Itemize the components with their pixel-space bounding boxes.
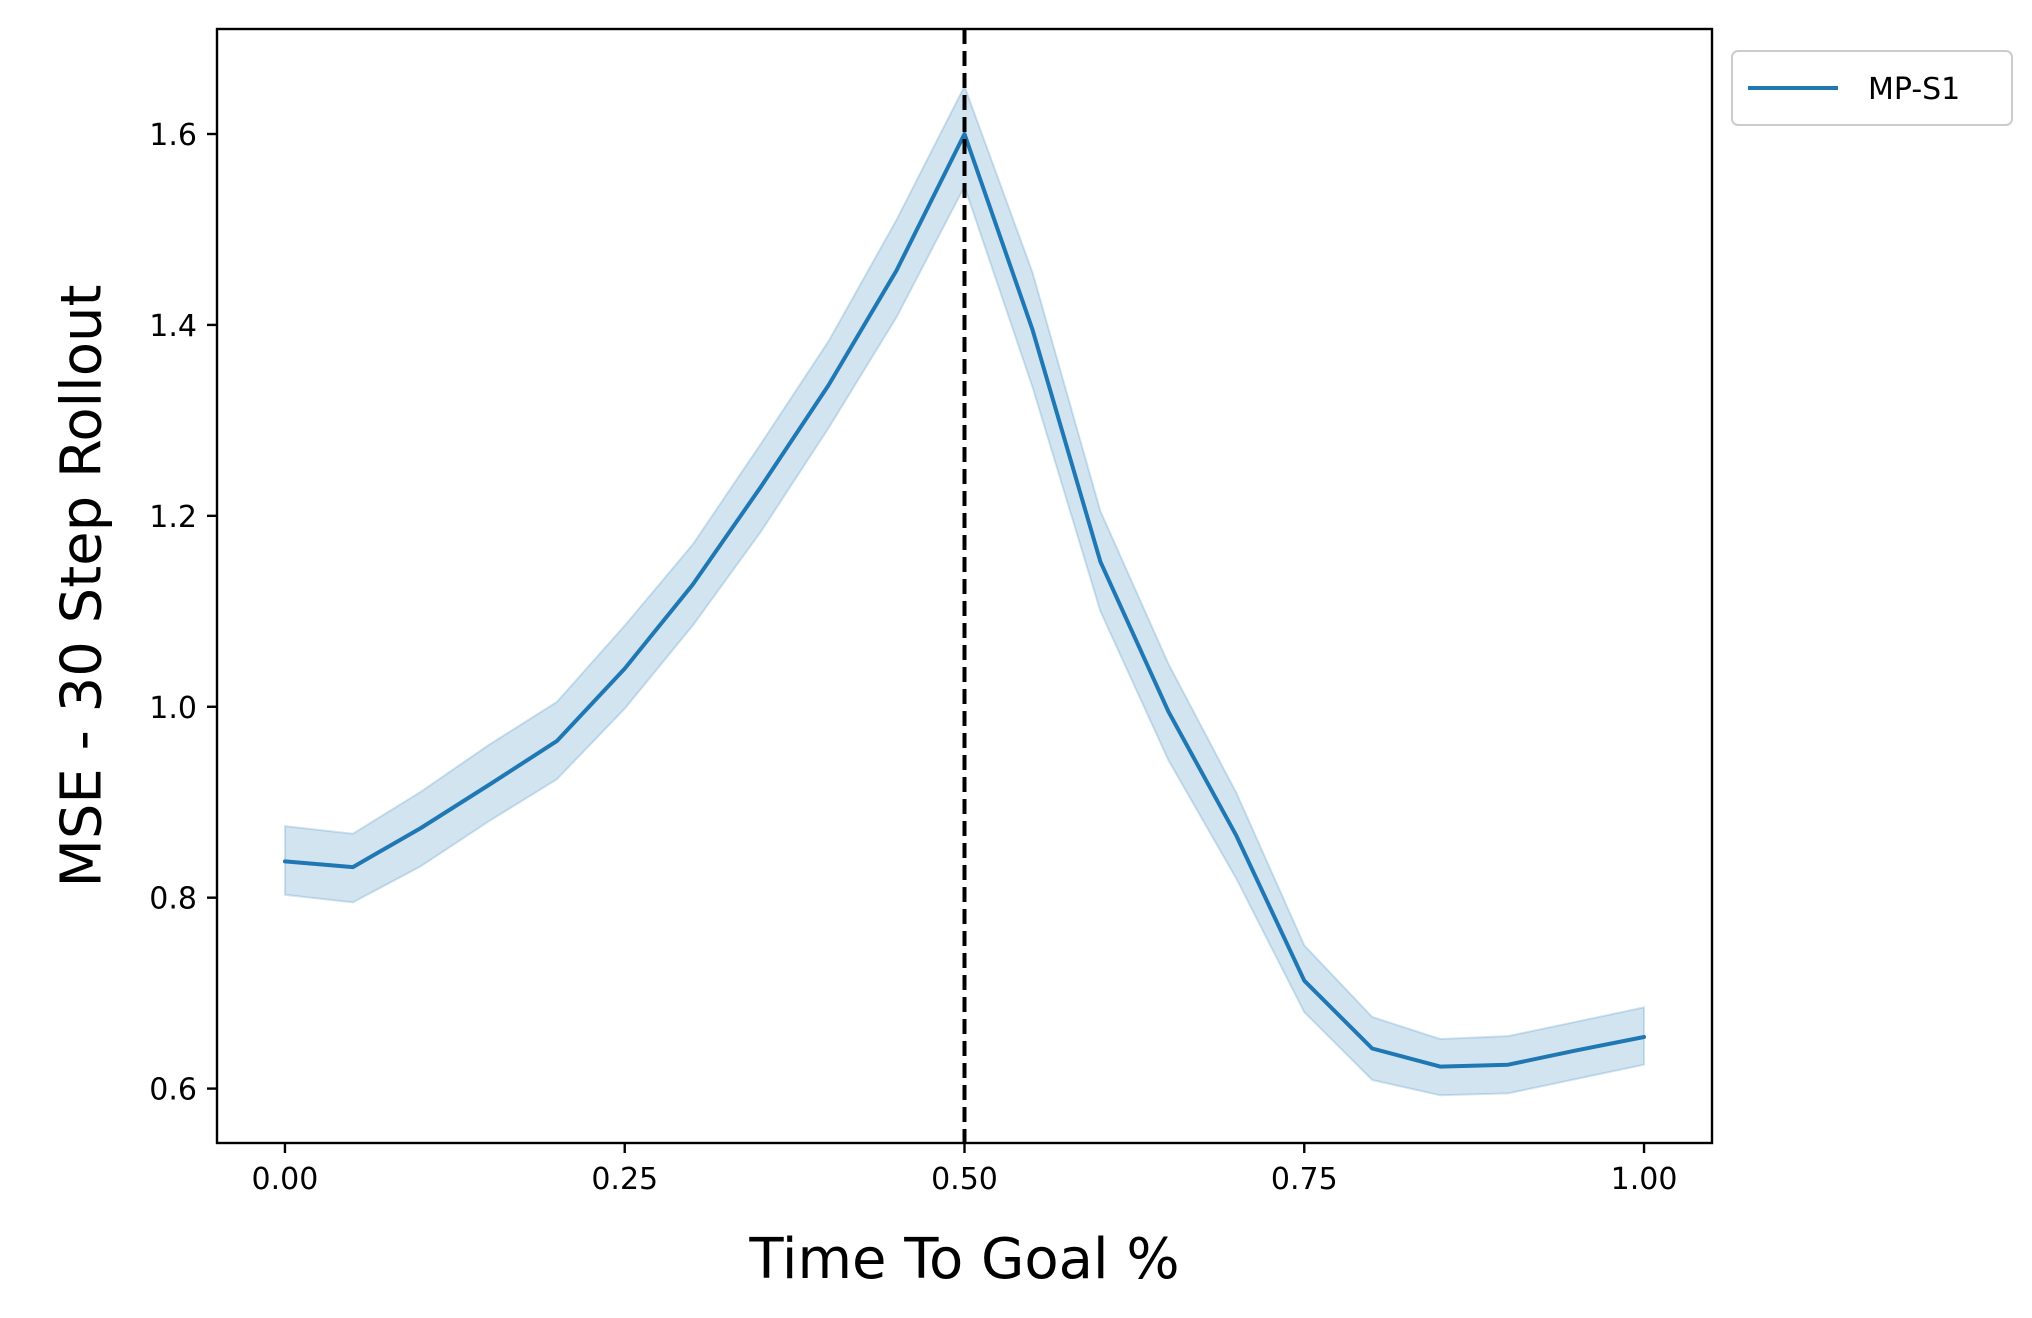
data-point — [1372, 1048, 1373, 1049]
data-point — [420, 828, 421, 829]
data-point — [624, 668, 625, 669]
data-point — [556, 741, 557, 742]
confidence-bands — [284, 83, 1645, 1097]
data-point — [1440, 1066, 1441, 1067]
data-point — [352, 867, 353, 868]
data-point — [1032, 329, 1033, 330]
x-tick-label: 1.00 — [1611, 1162, 1678, 1197]
legend-label: MP-S1 — [1868, 72, 1960, 107]
x-tick-label: 0.25 — [591, 1162, 658, 1197]
data-point — [285, 861, 286, 862]
x-axis-ticks: 0.00 0.25 0.50 0.75 1.00 — [252, 1143, 1678, 1197]
y-tick-label: 0.8 — [149, 882, 197, 917]
data-point — [896, 270, 897, 271]
legend-frame — [1731, 50, 2013, 126]
data-point — [1100, 561, 1101, 562]
data-point — [692, 584, 693, 585]
y-tick-label: 0.6 — [149, 1073, 197, 1108]
x-tick-label: 0.00 — [252, 1162, 319, 1197]
series-0-line — [283, 132, 1646, 1069]
data-point — [964, 134, 965, 135]
y-axis-label: MSE - 30 Step Rollout — [50, 285, 115, 888]
y-axis-ticks: 0.6 0.8 1.0 1.2 1.4 1.6 — [149, 118, 217, 1108]
data-point — [1236, 835, 1237, 836]
data-point — [488, 785, 489, 786]
data-point — [1576, 1050, 1577, 1051]
data-point — [760, 487, 761, 488]
data-point — [1304, 980, 1305, 981]
y-tick-label: 1.6 — [149, 118, 197, 153]
data-point — [1644, 1037, 1645, 1038]
data-point — [1508, 1064, 1509, 1065]
series-0-confidence-band — [284, 83, 1645, 1097]
x-tick-label: 0.50 — [931, 1162, 998, 1197]
series-lines — [283, 132, 1646, 1069]
x-axis-label: Time To Goal % — [748, 1227, 1179, 1292]
y-tick-label: 1.2 — [149, 500, 197, 535]
x-tick-label: 0.75 — [1271, 1162, 1338, 1197]
y-tick-label: 1.0 — [149, 691, 197, 726]
legend: MP-S1 — [1731, 50, 2013, 126]
data-point — [1168, 711, 1169, 712]
data-point — [828, 385, 829, 386]
y-tick-label: 1.4 — [149, 309, 197, 344]
